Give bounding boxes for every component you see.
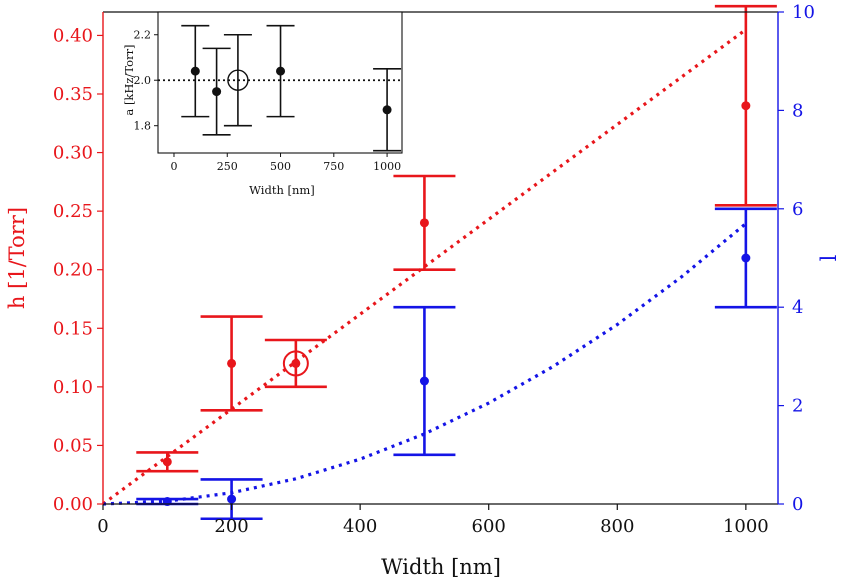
left-tick-label-2: 0.10 [53, 377, 93, 398]
x-tick-label-0: 0 [97, 516, 108, 537]
inset-data-point-open-2 [227, 69, 249, 91]
inset-y-tick-label-2: 2.2 [134, 29, 152, 42]
left-tick-label-8: 0.40 [53, 25, 93, 46]
inset-x-axis-title: Width [nm] [249, 183, 315, 197]
inset-plot: 0 250 500 750 1000 1.8 2.0 2.2 [134, 11, 403, 173]
data-point-right-0 [162, 497, 172, 507]
inset-data-point-4 [382, 105, 392, 115]
right-tick-label-4: 8 [792, 100, 803, 121]
left-tick-label-6: 0.30 [53, 143, 93, 164]
inset-x-tick-label-0: 0 [170, 160, 177, 173]
data-point-left-0 [162, 457, 172, 467]
inset-data-point-3 [276, 66, 286, 76]
data-point-left-1 [227, 358, 237, 368]
left-tick-label-4: 0.20 [53, 260, 93, 281]
inset-x-tick-label-4: 1000 [373, 160, 401, 173]
left-tick-label-0: 0.00 [53, 494, 93, 515]
x-axis-title: Width [nm] [381, 555, 501, 579]
main-plot: 0 200 400 600 800 10000.000.050.100.150.200.2… [53, 2, 815, 537]
fit-line-left [102, 28, 747, 506]
x-tick-label-1: 200 [214, 516, 248, 537]
left-tick-label-1: 0.05 [53, 435, 93, 456]
inset-y-axis-title: a [kHz/Torr] [122, 44, 136, 115]
data-point-left-2 [291, 358, 301, 368]
data-point-right-1 [227, 494, 237, 504]
right-tick-label-0: 0 [792, 494, 803, 515]
inset-x-tick-label-2: 500 [270, 160, 291, 173]
x-tick-label-4: 800 [600, 516, 634, 537]
inset-x-tick-label-3: 750 [323, 160, 344, 173]
left-axis-title: h [1/Torr] [5, 207, 29, 309]
data-point-left-3 [419, 218, 429, 228]
right-tick-label-1: 2 [792, 396, 803, 417]
right-tick-label-3: 6 [792, 199, 803, 220]
data-point-right-3 [741, 253, 751, 263]
inset-y-tick-label-0: 1.8 [134, 120, 152, 133]
inset-data-point-1 [212, 87, 222, 97]
x-tick-label-5: 1000 [723, 516, 769, 537]
inset-data-point-0 [190, 66, 200, 76]
x-tick-label-2: 400 [343, 516, 377, 537]
inset-x-tick-label-1: 250 [217, 160, 238, 173]
data-point-right-2 [419, 376, 429, 386]
right-axis-title: l [817, 254, 841, 261]
inset-y-tick-label-1: 2.0 [134, 74, 152, 87]
left-tick-label-3: 0.15 [53, 318, 93, 339]
left-tick-label-5: 0.25 [53, 201, 93, 222]
right-tick-label-2: 4 [792, 297, 803, 318]
right-tick-label-5: 10 [792, 2, 815, 23]
data-point-left-4 [741, 101, 751, 111]
x-tick-label-3: 600 [472, 516, 506, 537]
left-tick-label-7: 0.35 [53, 84, 93, 105]
data-point-open-left-2 [282, 350, 309, 377]
